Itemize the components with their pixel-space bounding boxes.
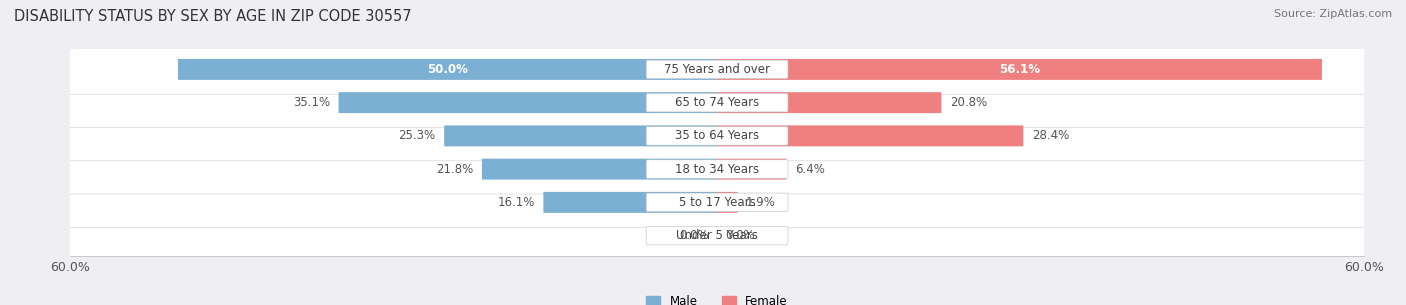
Text: 65 to 74 Years: 65 to 74 Years — [675, 96, 759, 109]
Text: Under 5 Years: Under 5 Years — [676, 229, 758, 242]
FancyBboxPatch shape — [717, 125, 1024, 146]
FancyBboxPatch shape — [62, 144, 1372, 194]
Text: 21.8%: 21.8% — [436, 163, 474, 176]
FancyBboxPatch shape — [482, 159, 717, 180]
FancyBboxPatch shape — [647, 127, 787, 145]
Text: 5 to 17 Years: 5 to 17 Years — [679, 196, 755, 209]
Text: 50.0%: 50.0% — [427, 63, 468, 76]
FancyBboxPatch shape — [543, 192, 717, 213]
Legend: Male, Female: Male, Female — [641, 290, 793, 305]
Text: 25.3%: 25.3% — [398, 129, 436, 142]
FancyBboxPatch shape — [647, 93, 787, 112]
Text: DISABILITY STATUS BY SEX BY AGE IN ZIP CODE 30557: DISABILITY STATUS BY SEX BY AGE IN ZIP C… — [14, 9, 412, 24]
Text: 35.1%: 35.1% — [292, 96, 330, 109]
Text: Source: ZipAtlas.com: Source: ZipAtlas.com — [1274, 9, 1392, 19]
FancyBboxPatch shape — [647, 160, 787, 178]
Text: 16.1%: 16.1% — [498, 196, 534, 209]
FancyBboxPatch shape — [647, 60, 787, 79]
FancyBboxPatch shape — [62, 111, 1372, 161]
FancyBboxPatch shape — [62, 178, 1372, 227]
FancyBboxPatch shape — [717, 92, 942, 113]
Text: 75 Years and over: 75 Years and over — [664, 63, 770, 76]
Text: 35 to 64 Years: 35 to 64 Years — [675, 129, 759, 142]
Text: 0.0%: 0.0% — [679, 229, 709, 242]
FancyBboxPatch shape — [717, 59, 1322, 80]
Text: 56.1%: 56.1% — [998, 63, 1040, 76]
Text: 0.0%: 0.0% — [725, 229, 755, 242]
FancyBboxPatch shape — [62, 78, 1372, 127]
FancyBboxPatch shape — [62, 45, 1372, 94]
FancyBboxPatch shape — [717, 159, 786, 180]
Text: 6.4%: 6.4% — [794, 163, 824, 176]
Text: 1.9%: 1.9% — [747, 196, 776, 209]
FancyBboxPatch shape — [647, 226, 787, 245]
Text: 28.4%: 28.4% — [1032, 129, 1069, 142]
FancyBboxPatch shape — [179, 59, 717, 80]
FancyBboxPatch shape — [62, 211, 1372, 260]
FancyBboxPatch shape — [339, 92, 717, 113]
Text: 20.8%: 20.8% — [950, 96, 987, 109]
Text: 18 to 34 Years: 18 to 34 Years — [675, 163, 759, 176]
FancyBboxPatch shape — [647, 193, 787, 212]
FancyBboxPatch shape — [444, 125, 717, 146]
FancyBboxPatch shape — [717, 192, 738, 213]
